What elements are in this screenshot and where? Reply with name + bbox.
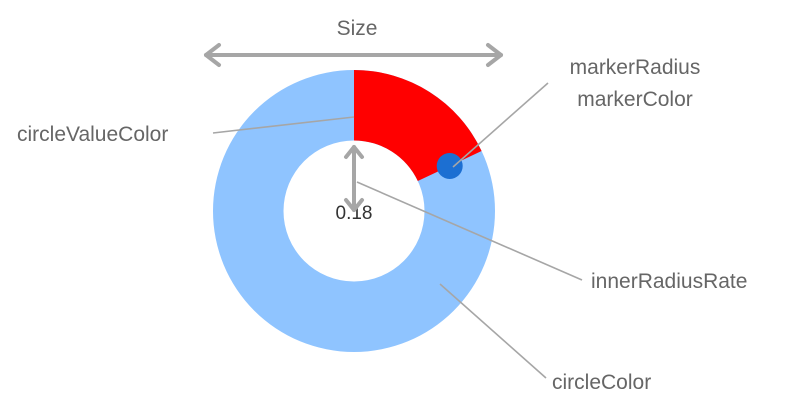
size-label: Size xyxy=(337,17,378,40)
size-arrow-head-right xyxy=(486,43,503,67)
circle-color-label: circleColor xyxy=(552,371,651,394)
circle-value-color-leader xyxy=(212,116,355,134)
marker-radius-label: markerRadius xyxy=(570,56,701,79)
inner-radius-rate-label: innerRadiusRate xyxy=(591,270,747,293)
inner-radius-arrow-head-bottom xyxy=(344,198,364,212)
marker-leader xyxy=(452,82,549,168)
size-dimension-arrow xyxy=(204,43,503,67)
inner-radius-arrow xyxy=(344,145,364,212)
value-marker xyxy=(436,152,463,179)
circle-value-color-label: circleValueColor xyxy=(17,123,168,146)
circle-color-leader xyxy=(439,283,547,379)
marker-color-label: markerColor xyxy=(577,88,693,111)
inner-radius-rate-leader xyxy=(356,181,583,281)
gauge-value-label: 0.18 xyxy=(336,203,373,224)
size-arrow-head-left xyxy=(204,43,221,67)
donut-gauge: 0.18 xyxy=(213,70,495,352)
inner-radius-arrow-head-top xyxy=(344,145,364,159)
